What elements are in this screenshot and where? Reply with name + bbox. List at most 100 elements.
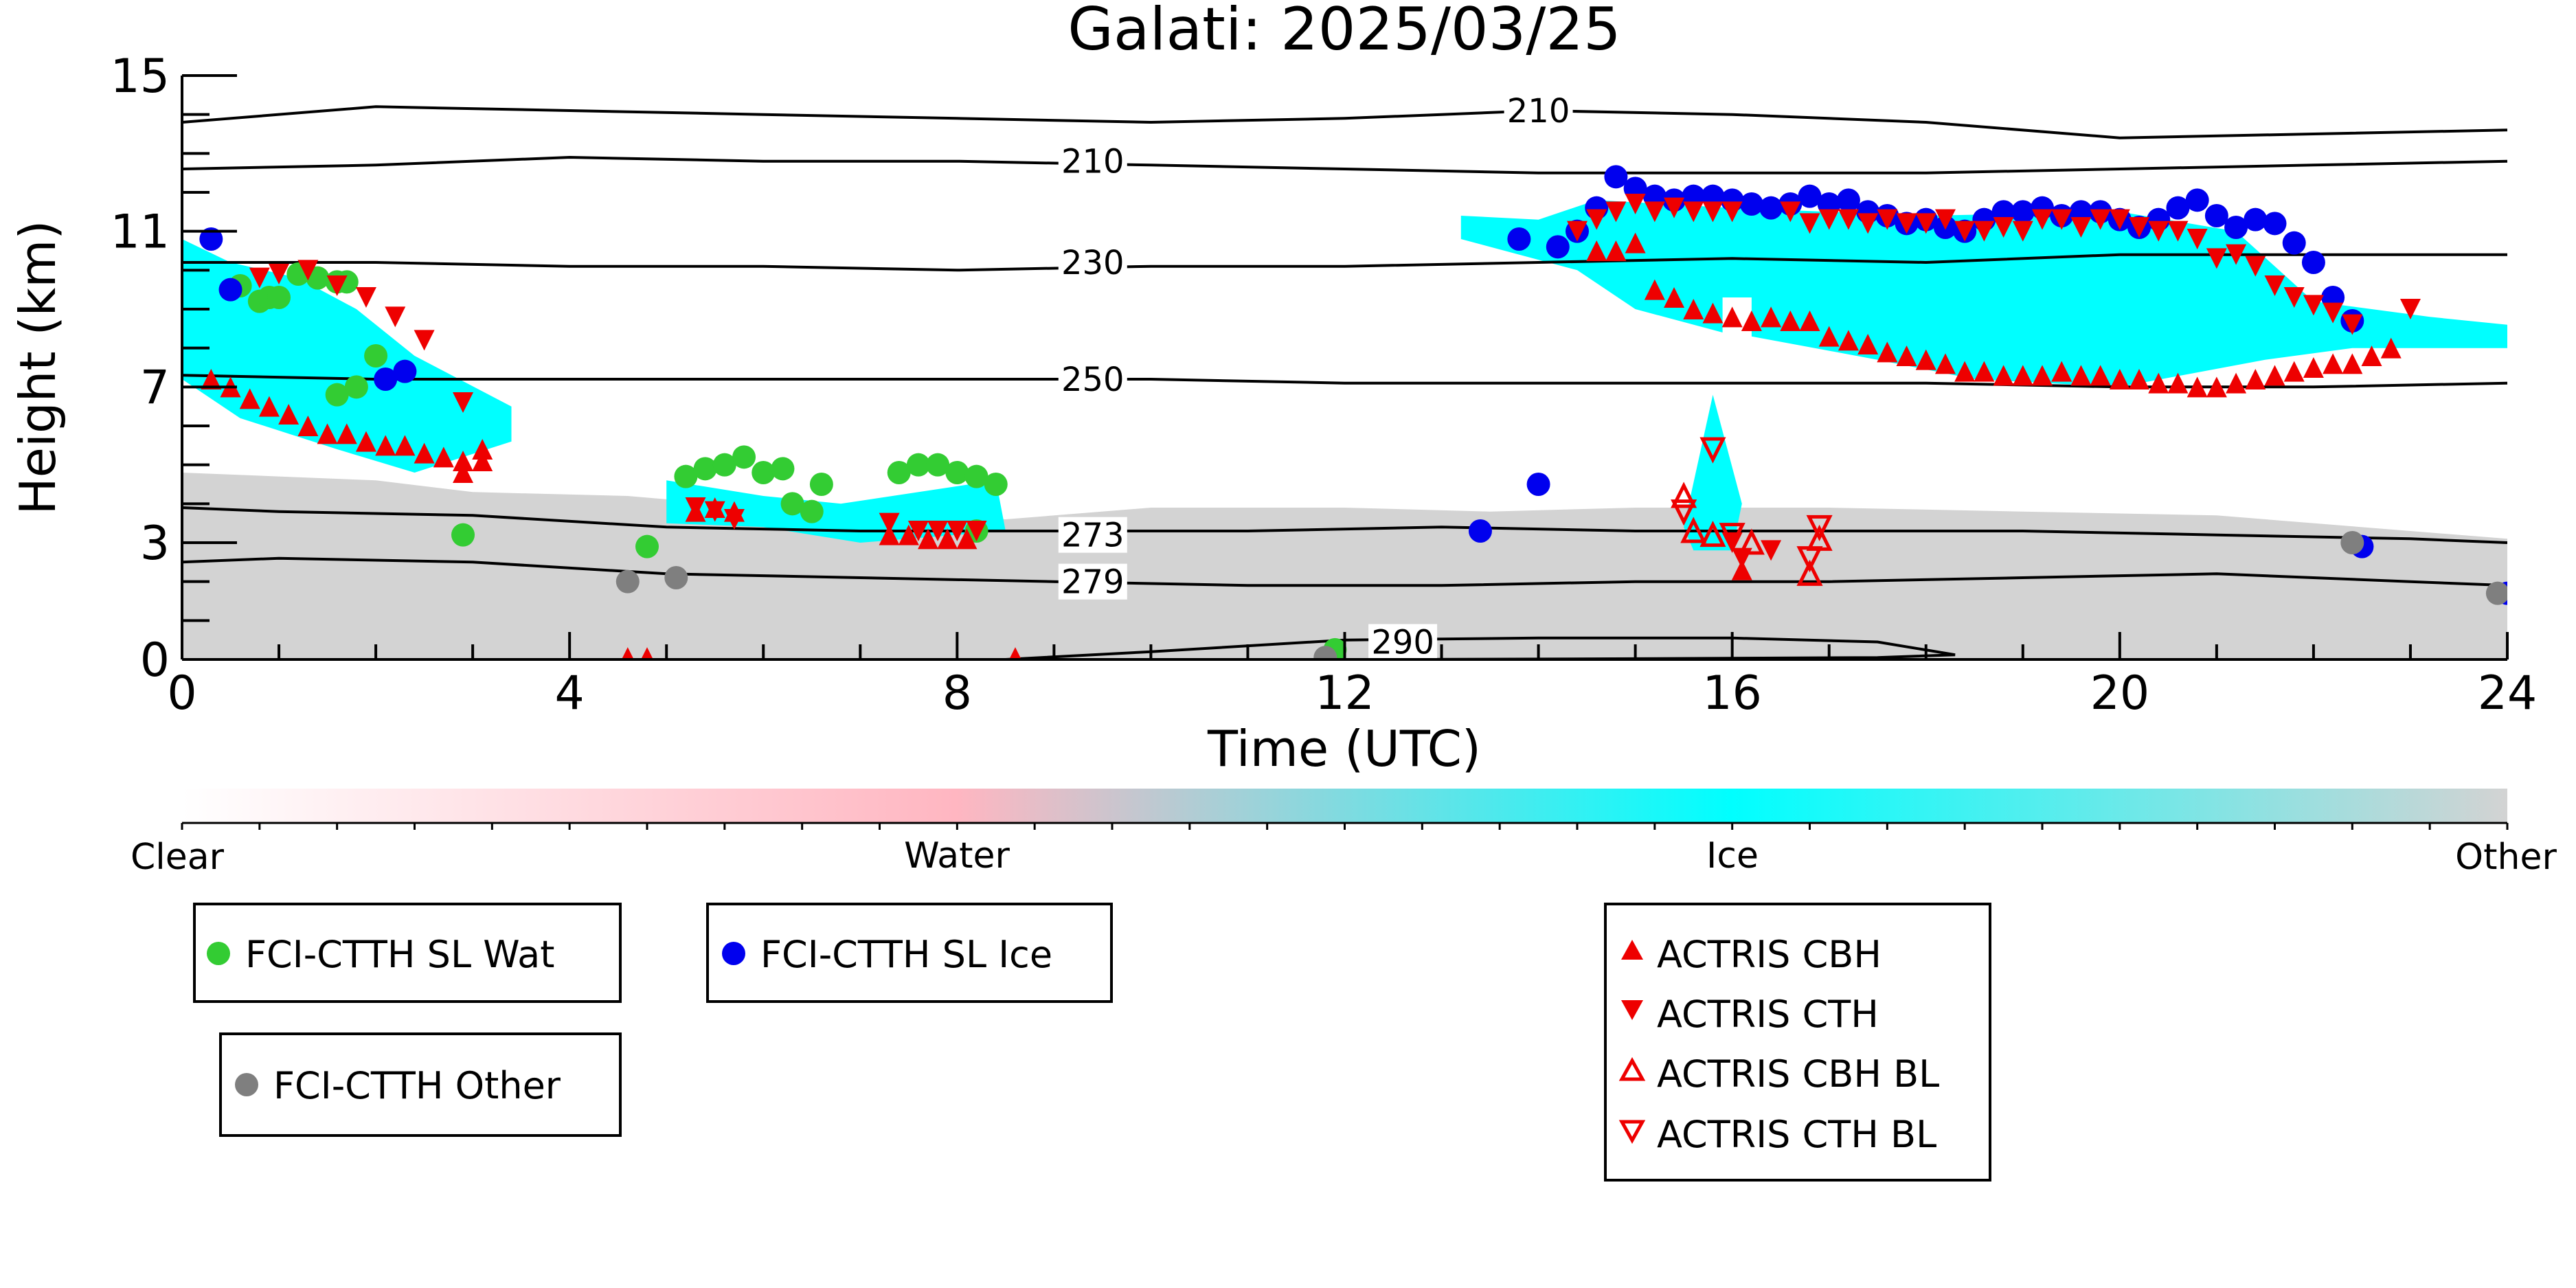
plot-area	[182, 105, 2507, 659]
colorbar-gradient	[182, 789, 2507, 823]
marker-actris-cbh-51	[2090, 365, 2111, 386]
marker-actris-cth-42	[2109, 209, 2130, 230]
marker-actris-cbh-9	[375, 435, 396, 456]
marker-fci-ctth-sl-wat-28	[984, 473, 1008, 496]
marker-actris-cth-bl-3	[1796, 546, 1823, 573]
legend-label-wat: FCI-CTTH SL Wat	[245, 933, 554, 976]
marker-fci-ctth-sl-ice-17	[1739, 192, 1763, 216]
contour-label-bg-0	[1504, 93, 1573, 128]
marker-actris-cbh-41	[1896, 346, 1917, 366]
marker-actris-cth-2	[297, 260, 319, 281]
marker-fci-ctth-other-1	[664, 566, 688, 589]
marker-actris-cth-35	[1974, 221, 1995, 242]
marker-actris-cbh-5	[297, 416, 319, 436]
marker-actris-cbh-37	[1818, 326, 1840, 347]
marker-actris-cbh-57	[2206, 376, 2227, 398]
marker-actris-cbh-65	[2361, 346, 2382, 366]
marker-actris-cth-39	[2051, 209, 2072, 230]
marker-actris-cbh-0	[201, 369, 222, 389]
marker-fci-ctth-sl-ice-4	[1468, 519, 1492, 543]
marker-fci-ctth-sl-ice-18	[1759, 196, 1783, 220]
marker-actris-cth-31	[1896, 213, 1917, 234]
marker-actris-cth-19	[1625, 194, 1646, 214]
contour-label-bg-3	[1058, 361, 1127, 397]
marker-fci-ctth-sl-ice-10	[1604, 165, 1628, 189]
marker-actris-cbh-16	[472, 439, 493, 460]
contour-label-230-2: 230	[1061, 244, 1125, 282]
marker-actris-cbh-47	[2012, 365, 2033, 386]
marker-actris-cbh-67	[621, 647, 634, 659]
marker-actris-cbh-70	[1731, 559, 1752, 580]
contour-label-210-0: 210	[1507, 92, 1570, 131]
marker-actris-cth-25	[1780, 201, 1801, 223]
marker-fci-ctth-sl-wat-17	[752, 461, 776, 484]
marker-actris-cbh-29	[1664, 287, 1685, 308]
y-axis-label: Height (km)	[9, 221, 67, 515]
marker-actris-cbh-46	[1993, 365, 2014, 386]
marker-fci-ctth-sl-ice-44	[2263, 212, 2287, 236]
marker-fci-ctth-sl-ice-42	[2224, 216, 2248, 239]
marker-actris-cbh-bl-0	[1671, 482, 1697, 508]
marker-actris-cth-20	[1644, 201, 1665, 223]
contour-label-bg-1	[1058, 143, 1127, 179]
marker-fci-ctth-sl-ice-0	[199, 227, 223, 251]
legend-marker-ice	[722, 942, 745, 965]
marker-actris-cth-8	[685, 497, 706, 518]
legend-label-cbh: ACTRIS CBH	[1657, 933, 1882, 976]
colorbar: Clear Water Ice Other	[131, 789, 2557, 878]
marker-actris-cbh-8	[355, 431, 376, 452]
marker-fci-ctth-sl-wat-26	[964, 464, 988, 488]
marker-fci-ctth-sl-ice-45	[2282, 231, 2306, 255]
marker-actris-cth-45	[2167, 221, 2189, 242]
marker-actris-cth-32	[1915, 213, 1936, 234]
marker-actris-cbh-25	[1586, 240, 1607, 261]
marker-fci-ctth-sl-wat-14	[693, 457, 717, 481]
legend-label-ice: FCI-CTTH SL Ice	[760, 933, 1052, 976]
marker-actris-cbh-43	[1934, 353, 1956, 374]
marker-actris-cth-0	[249, 267, 270, 289]
marker-actris-cth-52	[2303, 295, 2324, 316]
marker-actris-cth-bl-0	[1699, 437, 1726, 464]
legend-marker-wat	[207, 942, 230, 965]
marker-actris-cbh-3	[258, 396, 280, 417]
marker-actris-cth-26	[1799, 213, 1820, 234]
contour-label-bg-5	[1058, 563, 1127, 600]
marker-actris-cth-40	[2070, 217, 2092, 238]
legend-label-cth-bl: ACTRIS CTH BL	[1657, 1113, 1936, 1156]
legend-box-actris: ACTRIS CBH ACTRIS CTH ACTRIS CBH BL ACTR…	[1604, 903, 1991, 1182]
marker-actris-cth-bl-4	[1806, 515, 1833, 541]
marker-fci-ctth-sl-ice-2	[374, 368, 398, 391]
y-tick-label-11: 11	[110, 205, 170, 260]
marker-actris-cth-13	[927, 521, 949, 541]
contour-279-5	[182, 556, 2507, 587]
marker-fci-ctth-other-4	[2340, 531, 2364, 554]
marker-actris-cth-41	[2090, 209, 2111, 230]
marker-actris-cbh-66	[2380, 337, 2402, 359]
marker-actris-cbh-42	[1915, 349, 1936, 370]
contour-210-1	[182, 155, 2507, 174]
marker-actris-cbh-53	[2129, 369, 2150, 389]
marker-actris-cth-48	[2226, 244, 2247, 265]
marker-actris-cbh-59	[2245, 369, 2266, 389]
contour-label-279-5: 279	[1061, 563, 1125, 602]
legend-box-other: FCI-CTTH Other	[219, 1032, 622, 1137]
marker-actris-cth-34	[1954, 221, 1976, 242]
marker-actris-cth-28	[1838, 209, 1859, 230]
legend-marker-cth-bl	[1618, 1120, 1646, 1144]
marker-actris-cth-17	[1586, 209, 1607, 230]
chart-title: Galati: 2025/03/25	[1067, 0, 1621, 64]
marker-actris-cth-11	[879, 512, 900, 534]
ice-region-3	[1684, 394, 1742, 551]
marker-fci-ctth-sl-ice-6	[1526, 473, 1550, 496]
marker-actris-cbh-22	[918, 528, 939, 550]
marker-actris-cbh-40	[1877, 341, 1898, 363]
marker-actris-cbh-31	[1702, 302, 1724, 324]
x-tick-label-16: 16	[1702, 666, 1762, 721]
marker-actris-cth-15	[966, 521, 987, 541]
x-tick-label-24: 24	[2478, 666, 2538, 721]
marker-actris-cbh-30	[1683, 299, 1704, 319]
colorbar-ticks	[181, 823, 2509, 830]
marker-fci-ctth-sl-wat-11	[451, 523, 475, 547]
marker-actris-cth-44	[2148, 221, 2169, 242]
marker-fci-ctth-sl-ice-22	[1836, 188, 1860, 212]
